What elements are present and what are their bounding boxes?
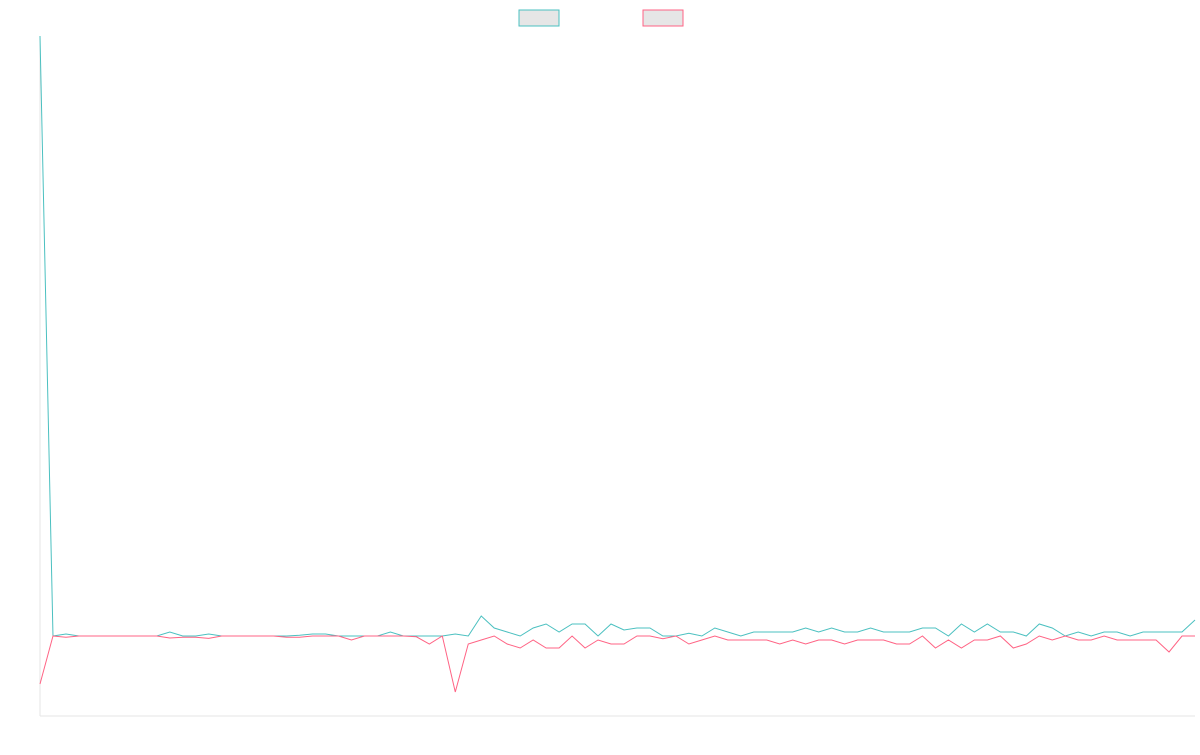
- series-line-2: [39, 635, 1195, 693]
- series-line-1: [39, 35, 1196, 637]
- axes: [39, 36, 1195, 717]
- legend-swatch-2[interactable]: [642, 9, 684, 27]
- legend-swatch-1[interactable]: [518, 9, 560, 27]
- series-layer: [39, 35, 1196, 693]
- legend: [518, 9, 684, 27]
